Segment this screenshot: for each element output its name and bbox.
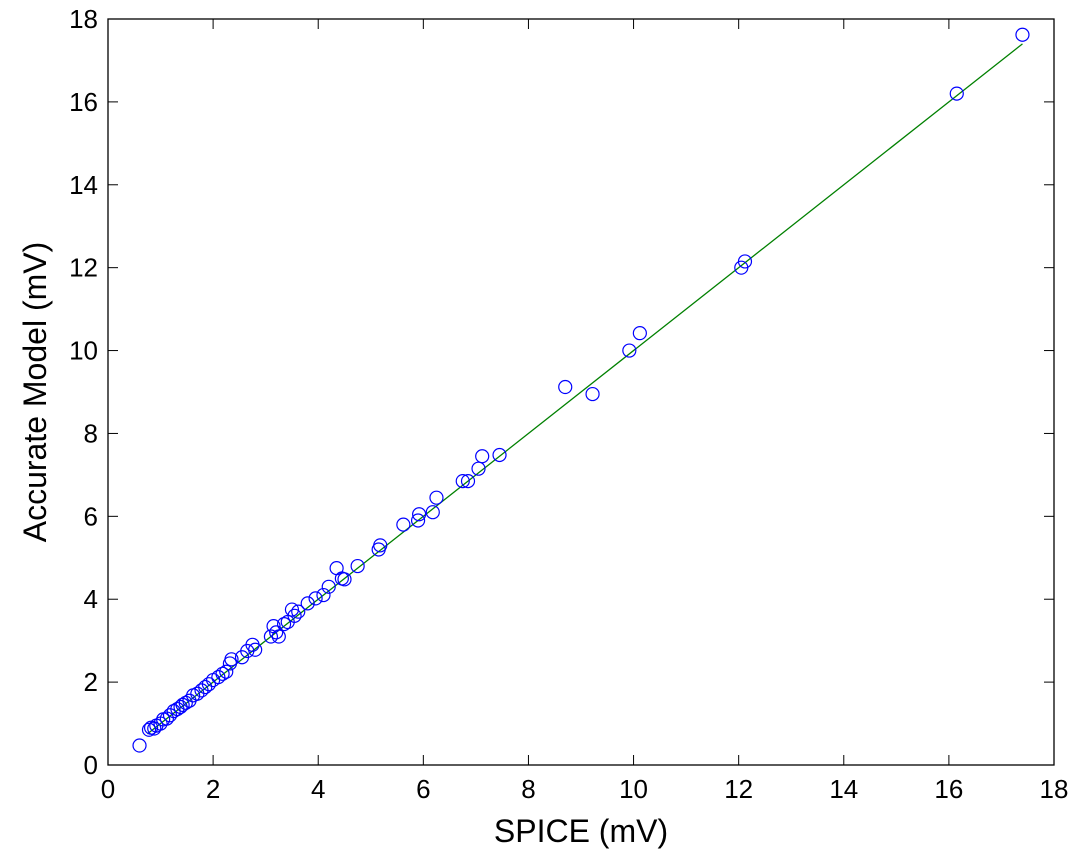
data-points-layer: [132, 27, 1030, 753]
data-point: [224, 652, 239, 667]
data-point: [396, 517, 411, 532]
data-point: [132, 738, 147, 753]
x-tick-label: 12: [724, 774, 753, 804]
data-point: [316, 587, 331, 603]
y-tick-label: 16: [69, 87, 98, 117]
data-point: [248, 642, 263, 657]
data-point: [308, 591, 323, 606]
data-point: [410, 513, 426, 528]
data-point: [558, 379, 573, 395]
y-tick-label: 8: [84, 418, 98, 448]
x-tick-label: 16: [934, 774, 963, 804]
data-point: [276, 616, 292, 632]
data-point: [321, 579, 336, 594]
data-point: [271, 629, 286, 644]
y-tick-label: 0: [84, 750, 98, 780]
y-tick-label: 10: [69, 336, 98, 366]
x-tick-label: 8: [521, 774, 535, 804]
data-point: [291, 604, 306, 619]
y-tick-label: 12: [69, 253, 98, 283]
data-point: [412, 507, 427, 522]
data-point: [350, 558, 365, 574]
data-point: [737, 254, 753, 269]
data-point: [585, 386, 600, 402]
y-tick-label: 2: [84, 667, 98, 697]
data-point: [337, 572, 352, 587]
data-point: [632, 326, 647, 341]
tick-layer: 0 2 4 6 8 10 12 14 16 18 0 2 4 6 8 10 12 14 16 18: [69, 4, 1068, 804]
data-point: [455, 474, 470, 489]
y-tick-label: 6: [84, 501, 98, 531]
x-tick-label: 0: [101, 774, 115, 804]
data-point: [201, 677, 217, 692]
y-tick-label: 4: [84, 584, 98, 614]
x-tick-label: 2: [206, 774, 220, 804]
y-axis-title: Accurate Model (mV): [17, 242, 53, 543]
x-tick-label: 6: [416, 774, 430, 804]
data-point: [263, 629, 279, 644]
x-axis-title: SPICE (mV): [494, 813, 668, 849]
data-point: [198, 679, 213, 695]
data-point: [425, 505, 440, 520]
data-point: [460, 474, 476, 489]
data-point: [284, 602, 300, 617]
data-point: [178, 695, 193, 710]
x-tick-label: 18: [1040, 774, 1069, 804]
data-point: [287, 608, 302, 623]
x-tick-label: 10: [619, 774, 648, 804]
data-point: [1015, 27, 1030, 42]
y-tick-label: 14: [69, 170, 98, 200]
plot-area-frame: [107, 18, 1055, 766]
data-point: [175, 697, 190, 713]
data-point: [211, 670, 226, 685]
data-point: [429, 490, 444, 505]
data-point: [622, 343, 637, 358]
data-point: [300, 596, 315, 611]
data-point: [219, 664, 234, 679]
data-point: [475, 449, 490, 464]
x-tick-label: 4: [311, 774, 325, 804]
data-point: [373, 538, 388, 553]
data-point: [141, 722, 157, 737]
x-tick-label: 14: [829, 774, 858, 804]
data-point: [269, 625, 284, 640]
data-point: [949, 86, 964, 101]
data-point: [492, 447, 507, 463]
data-point: [215, 666, 230, 681]
y-tick-label: 18: [69, 4, 98, 34]
